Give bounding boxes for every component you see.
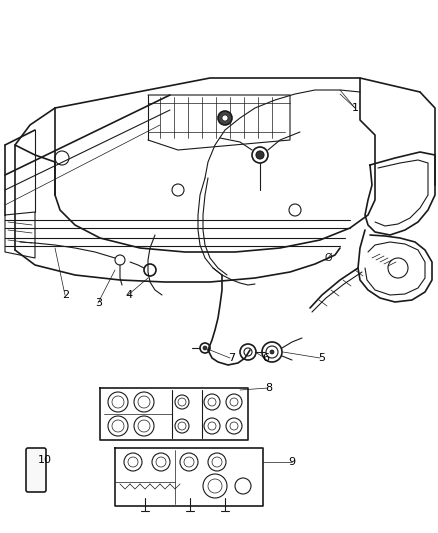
Text: 9: 9 xyxy=(288,457,295,467)
FancyBboxPatch shape xyxy=(26,448,46,492)
Text: 10: 10 xyxy=(38,455,52,465)
Text: 5: 5 xyxy=(318,353,325,363)
Circle shape xyxy=(218,111,232,125)
Text: 3: 3 xyxy=(95,298,102,308)
Text: 4: 4 xyxy=(125,290,132,300)
Circle shape xyxy=(203,346,207,350)
Text: 8: 8 xyxy=(265,383,272,393)
Text: 6: 6 xyxy=(262,353,269,363)
Circle shape xyxy=(270,350,274,354)
Circle shape xyxy=(222,115,228,121)
Text: Ø: Ø xyxy=(324,253,332,263)
Text: 2: 2 xyxy=(62,290,69,300)
Text: 1: 1 xyxy=(352,103,359,113)
Text: 7: 7 xyxy=(228,353,235,363)
Circle shape xyxy=(256,151,264,159)
